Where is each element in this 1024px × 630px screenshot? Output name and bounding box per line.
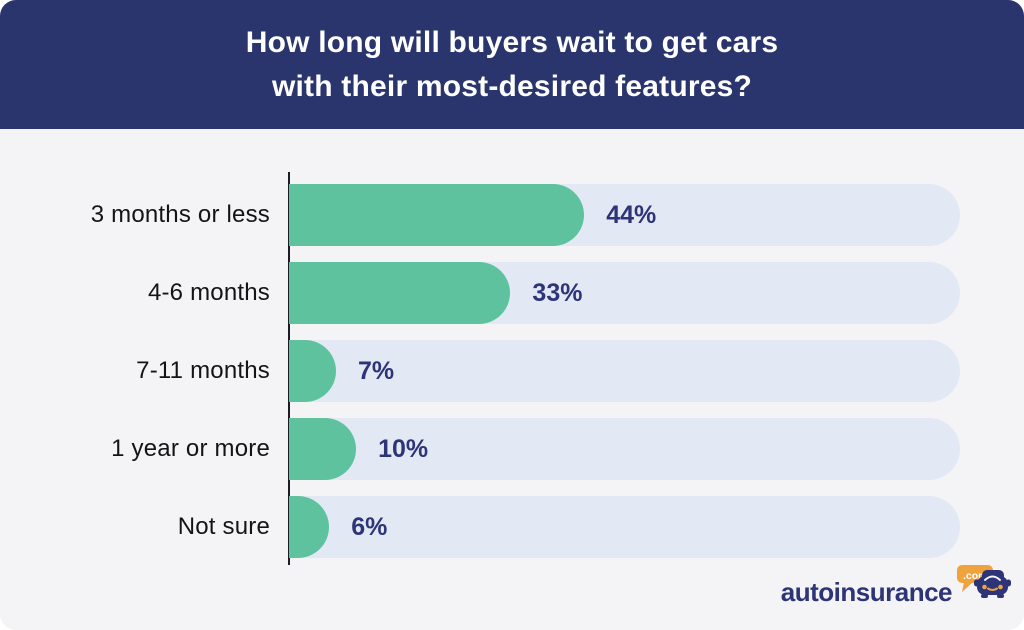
header-banner: How long will buyers wait to get cars wi… — [0, 0, 1024, 129]
page-title: How long will buyers wait to get cars wi… — [245, 25, 779, 103]
bar-row: 3 months or less 44% — [39, 184, 960, 246]
bar-chart: 3 months or less 44% 4-6 months 33% 7-11… — [39, 172, 960, 565]
bar-track — [289, 340, 960, 402]
bar-area: 10% — [289, 418, 960, 480]
bar-area: 6% — [289, 496, 960, 558]
bar-row: Not sure 6% — [39, 496, 960, 558]
bar-track — [289, 496, 960, 558]
brand-name: autoinsurance — [780, 577, 953, 607]
value-label: 7% — [357, 357, 395, 385]
category-label: 7-11 months — [136, 357, 270, 384]
value-label: 6% — [351, 513, 388, 541]
category-label: 1 year or more — [111, 435, 270, 462]
value-label: 10% — [378, 435, 429, 463]
category-label: Not sure — [177, 513, 270, 540]
bar-row: 4-6 months 33% — [39, 262, 960, 324]
bar-area: 7% — [289, 340, 960, 402]
bar-area: 33% — [289, 262, 960, 324]
bar-fill — [289, 418, 357, 480]
category-label: 4-6 months — [147, 279, 270, 306]
bar-row: 1 year or more 10% — [39, 418, 960, 480]
value-label: 33% — [532, 279, 583, 307]
bar-area: 44% — [289, 184, 960, 246]
bar-fill — [289, 262, 511, 324]
brand-logo: autoinsurance .com — [781, 563, 1011, 614]
category-label: 3 months or less — [90, 201, 270, 228]
bar-fill — [289, 184, 585, 246]
bar-track — [289, 418, 960, 480]
value-label: 44% — [606, 201, 657, 229]
car-speech-bubble-icon: .com — [957, 563, 1011, 614]
bar-row: 7-11 months 7% — [39, 340, 960, 402]
